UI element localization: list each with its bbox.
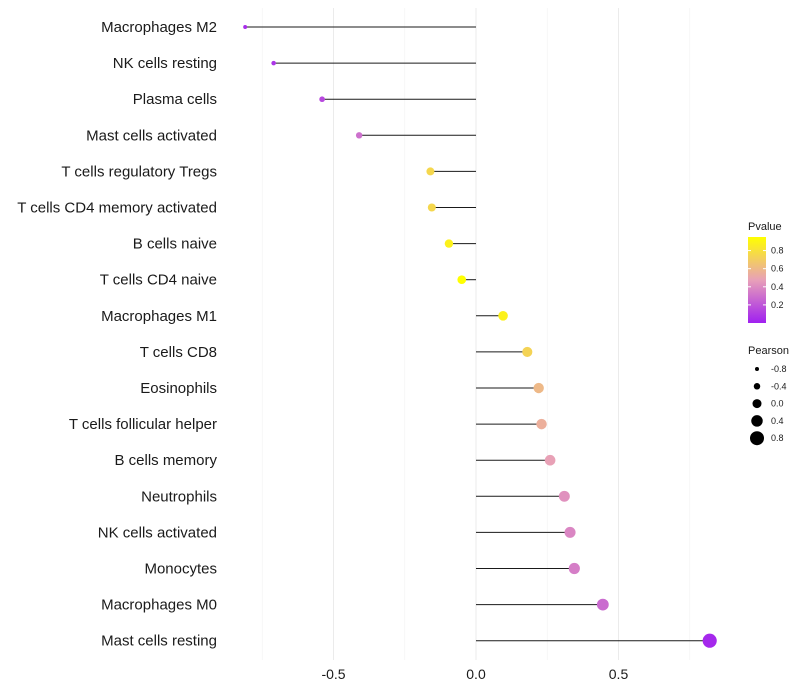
category-label: Macrophages M1 — [101, 308, 217, 325]
lollipop-point — [319, 96, 325, 103]
x-tick-label: -0.5 — [321, 666, 345, 682]
lollipop-point — [533, 382, 544, 394]
pearson-legend-dot — [751, 415, 763, 427]
x-tick-label: 0.5 — [609, 666, 629, 682]
lollipop-point — [457, 275, 467, 285]
pvalue-legend-label: 0.4 — [771, 282, 784, 292]
stems — [245, 26, 710, 642]
pearson-legend-dot — [752, 399, 762, 409]
category-label: T cells CD4 memory activated — [17, 200, 217, 217]
x-axis-ticks: -0.5 0.0 0.5 — [321, 666, 628, 682]
category-label: B cells naive — [133, 236, 217, 253]
x-tick-label: 0.0 — [466, 666, 486, 682]
category-label: T cells regulatory Tregs — [61, 163, 217, 180]
category-label: Mast cells activated — [86, 127, 217, 144]
pvalue-legend-label: 0.6 — [771, 264, 784, 274]
pvalue-colorbar — [748, 237, 766, 323]
category-label: Mast cells resting — [101, 633, 217, 650]
lollipop-point — [544, 454, 556, 466]
lollipop-point — [444, 239, 454, 248]
category-label: NK cells activated — [98, 524, 217, 541]
pearson-legend-label: 0.0 — [771, 399, 784, 409]
lollipop-point — [271, 60, 276, 66]
category-label: Monocytes — [144, 561, 217, 578]
pvalue-legend-title: Pvalue — [748, 221, 782, 233]
lollipop-point — [355, 132, 363, 139]
category-label: Macrophages M0 — [101, 597, 217, 614]
pvalue-legend-label: 0.8 — [771, 246, 784, 256]
category-label: B cells memory — [114, 452, 217, 469]
category-label: Eosinophils — [140, 380, 217, 397]
points — [243, 25, 717, 648]
lollipop-point — [522, 346, 533, 357]
pearson-legend-label: -0.8 — [771, 364, 787, 374]
lollipop-point — [564, 526, 576, 538]
category-label: Macrophages M2 — [101, 19, 217, 36]
lollipop-point — [558, 490, 570, 502]
pvalue-legend: Pvalue 0.2 0.4 0.6 0.8 — [748, 221, 784, 323]
category-label: Neutrophils — [141, 488, 217, 505]
pvalue-legend-label: 0.2 — [771, 300, 784, 310]
category-label: T cells CD4 naive — [100, 272, 217, 289]
lollipop-point — [596, 598, 609, 611]
category-label: T cells follicular helper — [69, 416, 217, 433]
pearson-legend-dot — [755, 367, 759, 371]
lollipop-point — [702, 633, 717, 648]
category-label: Plasma cells — [133, 91, 217, 108]
pearson-legend-label: 0.4 — [771, 416, 784, 426]
lollipop-point — [536, 418, 547, 430]
pearson-legend-dot — [750, 431, 764, 446]
grid-lines — [261, 8, 691, 660]
pearson-legend-label: 0.8 — [771, 433, 784, 443]
pearson-legend: Pearson -0.8 -0.4 0.0 0.4 0.8 — [748, 345, 789, 446]
pearson-legend-title: Pearson — [748, 345, 789, 357]
category-label: NK cells resting — [113, 55, 217, 72]
lollipop-point — [427, 203, 436, 212]
lollipop-point — [426, 167, 435, 176]
lollipop-point — [243, 25, 248, 29]
pearson-legend-label: -0.4 — [771, 381, 787, 391]
pearson-legend-dot — [753, 383, 761, 390]
category-labels: Macrophages M2 NK cells resting Plasma cel… — [17, 19, 217, 650]
category-label: T cells CD8 — [140, 344, 217, 361]
lollipop-point — [568, 562, 580, 575]
lollipop-point — [498, 311, 508, 321]
